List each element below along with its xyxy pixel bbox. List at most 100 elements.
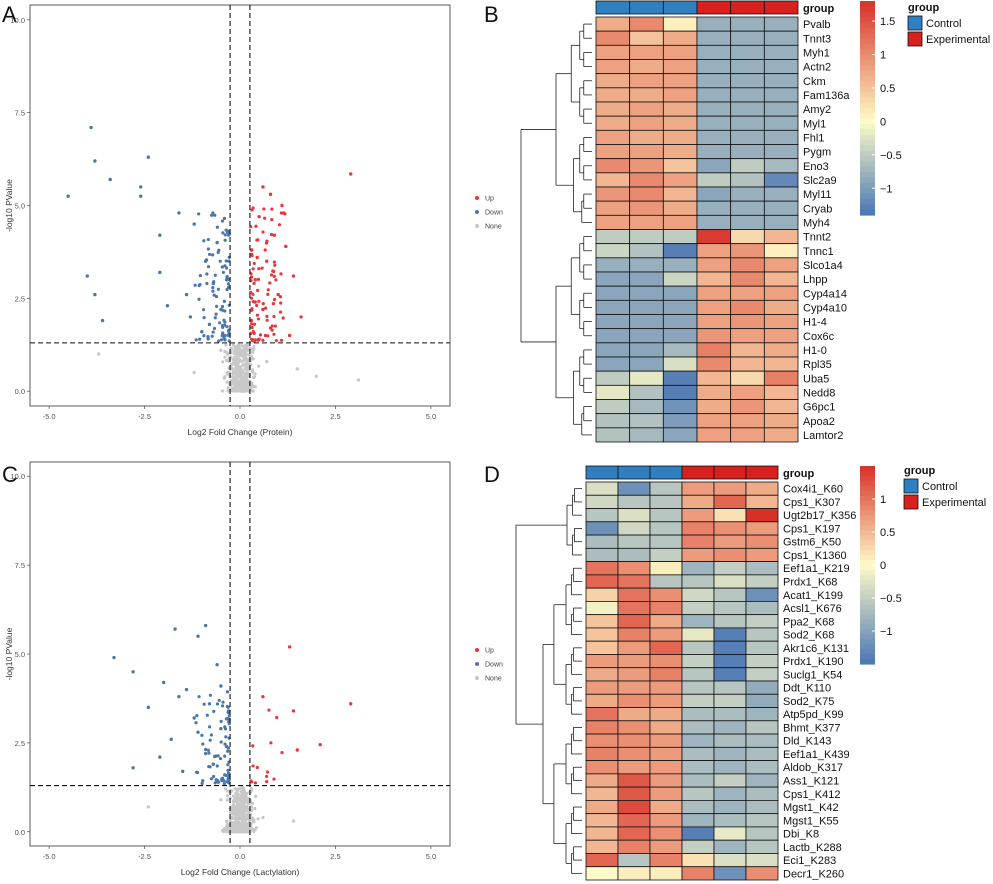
heatmap-cell <box>595 356 631 372</box>
point-none <box>230 816 234 820</box>
heatmap-cell <box>662 16 698 32</box>
heatmap-cell <box>696 427 732 443</box>
point-down <box>206 748 210 752</box>
point-up <box>265 780 269 784</box>
point-none <box>242 384 246 388</box>
heatmap-cell <box>617 494 651 509</box>
point-none <box>233 383 237 387</box>
y-tick-label: 5.0 <box>15 202 25 211</box>
point-none <box>227 388 231 392</box>
heatmap-cell <box>745 494 779 509</box>
point-none <box>252 830 256 834</box>
point-down <box>226 746 231 750</box>
point-up <box>251 744 255 748</box>
heatmap-cell <box>763 356 799 372</box>
heatmap-cell <box>595 30 631 46</box>
point-up <box>252 261 256 266</box>
point-down <box>173 627 177 631</box>
colorbar-segment <box>860 177 875 184</box>
heatmap-cell <box>713 866 747 881</box>
point-down <box>188 315 193 319</box>
colorbar-segment <box>860 589 875 596</box>
point-down <box>227 714 231 718</box>
heatmap-cell <box>595 384 631 400</box>
heatmap-cell <box>585 640 619 655</box>
heatmap-cell <box>629 342 664 358</box>
row-label: Myh1 <box>803 47 830 59</box>
point-none <box>252 375 256 379</box>
heatmap-cell <box>730 314 765 330</box>
point-none <box>253 372 257 376</box>
point-none <box>252 820 256 824</box>
point-none <box>228 810 233 814</box>
point-up <box>272 269 276 274</box>
point-down <box>226 771 231 775</box>
heatmap-cell <box>730 229 765 245</box>
point-up <box>255 303 259 308</box>
row-label: Ckm <box>803 76 826 88</box>
point-down <box>139 185 143 189</box>
point-none <box>251 348 255 353</box>
row-label: Eef1a1_K219 <box>783 563 850 575</box>
heatmap-cell <box>585 853 619 868</box>
colorbar-segment <box>860 495 875 502</box>
heatmap-cell <box>617 627 651 642</box>
heatmap-cell <box>649 866 683 881</box>
heatmap-cell <box>696 73 732 89</box>
row-label: Eci1_K283 <box>783 855 836 867</box>
heatmap-cell <box>662 144 698 160</box>
legend-label-up: Up <box>485 196 494 203</box>
point-none <box>234 363 238 367</box>
point-down <box>222 782 226 786</box>
point-up <box>279 338 284 342</box>
row-label: Sod2_K68 <box>783 630 834 642</box>
heatmap-cell <box>730 370 765 386</box>
point-up <box>270 324 274 328</box>
point-up <box>250 253 254 258</box>
heatmap-cell <box>629 356 664 372</box>
heatmap-cell <box>763 87 799 103</box>
heatmap-cell <box>585 826 619 841</box>
heatmap-cell <box>595 427 631 443</box>
point-up <box>266 770 270 774</box>
colorbar-segment <box>860 470 875 477</box>
group-annotation-cell <box>662 0 698 15</box>
heatmap-cell <box>745 720 779 735</box>
point-up <box>318 742 322 747</box>
point-up <box>250 780 254 784</box>
point-up <box>253 278 257 282</box>
point-down <box>223 323 227 327</box>
point-down <box>214 312 218 316</box>
x-tick-label: 2.5 <box>330 852 340 861</box>
colorbar-segment <box>860 166 875 173</box>
point-none <box>242 371 247 376</box>
group-annotation-cell <box>763 0 799 15</box>
heatmap-cell <box>662 214 698 230</box>
point-none <box>230 367 235 371</box>
row-dendrogram <box>515 488 582 874</box>
heatmap-cell <box>713 508 747 523</box>
point-up <box>266 292 270 296</box>
heatmap-cell <box>730 115 765 131</box>
y-tick-label: 10.0 <box>10 16 25 25</box>
point-none <box>238 366 242 370</box>
point-down <box>220 265 224 269</box>
point-up <box>281 316 285 320</box>
point-none <box>226 827 230 832</box>
point-down <box>222 318 226 322</box>
point-down <box>93 292 97 297</box>
heatmap-cell <box>585 786 619 801</box>
heatmap-cell <box>662 44 698 60</box>
heatmap-cell <box>595 129 631 145</box>
heatmap-cell <box>629 101 664 117</box>
point-down <box>212 709 216 713</box>
heatmap-cell <box>629 299 664 315</box>
point-none <box>246 813 250 818</box>
point-down <box>203 751 208 756</box>
point-down <box>226 277 230 281</box>
legend-label-up: Up <box>485 648 494 655</box>
point-down <box>226 282 231 286</box>
point-down <box>207 751 211 755</box>
colorbar-label: −0.5 <box>880 150 902 162</box>
point-none <box>235 809 239 813</box>
